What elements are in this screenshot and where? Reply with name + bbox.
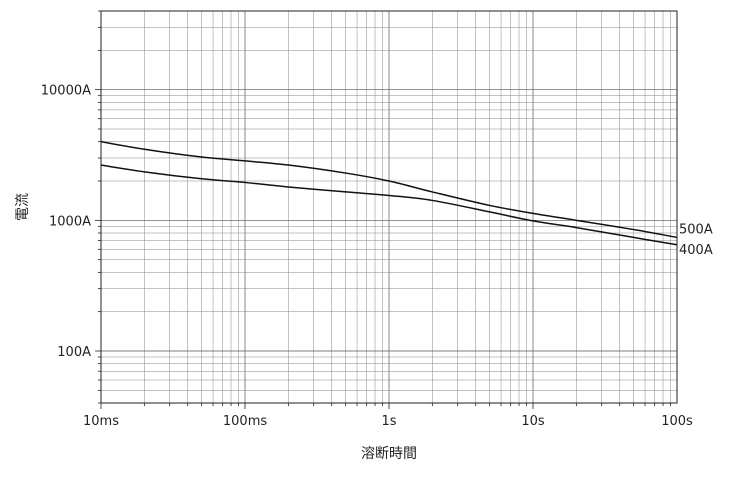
series-line-400A [100, 164, 678, 246]
series-labels: 500A 400A [679, 222, 713, 257]
plot-frame [100, 10, 678, 404]
x-tick-label: 100ms [223, 414, 267, 429]
y-tick-label: 100A [57, 345, 91, 360]
x-axis-title: 溶断時間 [361, 446, 417, 462]
series-label-500A: 500A [679, 222, 713, 237]
y-axis-title: 電流 [15, 193, 31, 221]
x-tick-label: 100s [661, 414, 693, 429]
y-tick-label: 1000A [49, 214, 91, 229]
x-tick-label: 10s [521, 414, 545, 429]
curves [100, 140, 678, 246]
series-line-500A [100, 140, 678, 239]
x-tick-label: 1s [381, 414, 396, 429]
grid [95, 10, 677, 409]
series-label-400A: 400A [679, 243, 713, 258]
y-tick-label: 10000A [41, 84, 91, 99]
tick-labels: 10ms 100ms 1s 10s 100s 100A 1000A 10000A [41, 84, 693, 429]
x-tick-label: 10ms [83, 414, 119, 429]
